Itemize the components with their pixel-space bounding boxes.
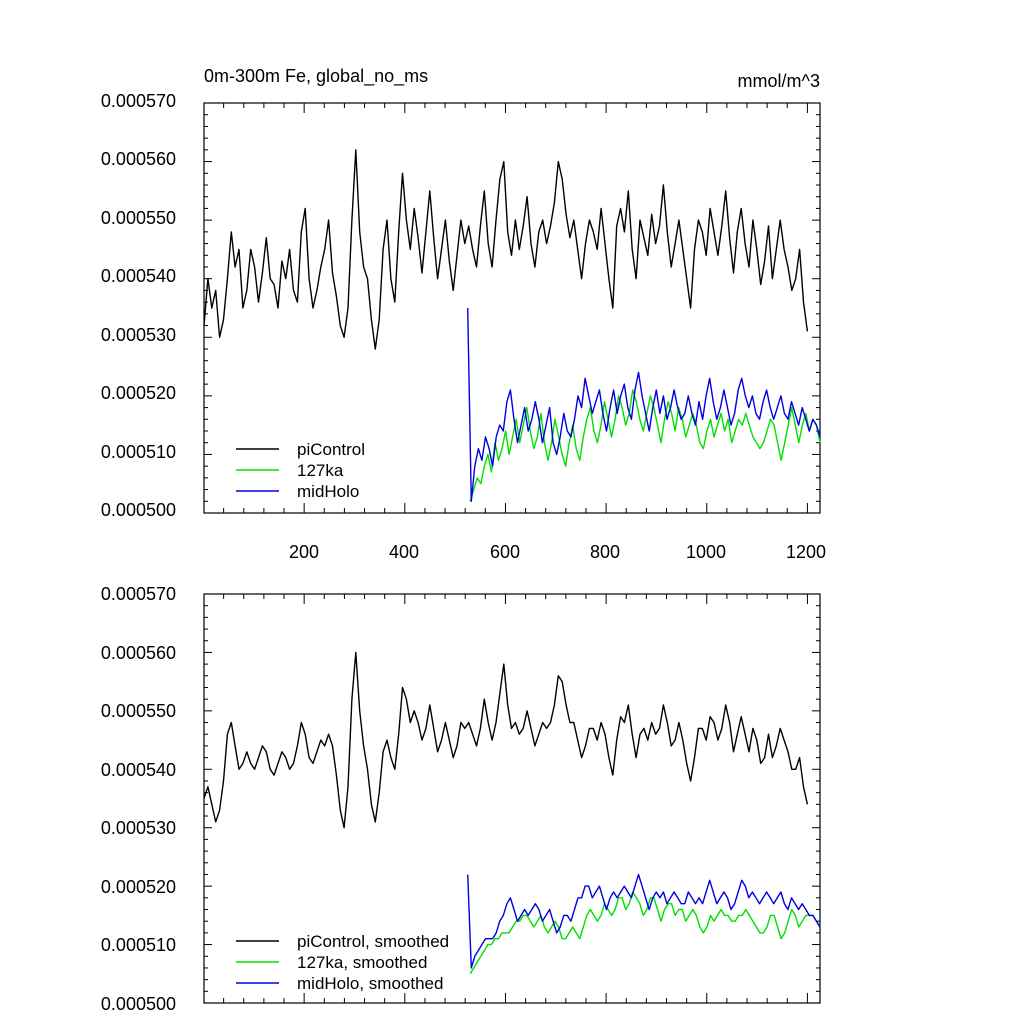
series-line-midholo [467,307,821,502]
y-tick-label: 0.000540 [101,760,176,780]
series-line-127ka-smoothed [469,891,821,975]
x-tick-label: 1000 [686,542,726,562]
x-tick-labels: 200 400 600 800 1000 1200 [289,542,826,562]
series-line-picontrol [203,149,809,350]
series-line-127ka [469,389,821,502]
x-tick-label: 200 [289,542,319,562]
y-tick-label: 0.000550 [101,701,176,721]
legend-label: 127ka, smoothed [297,953,427,972]
y-tick-labels: 0.000500 0.000510 0.000520 0.000530 0.00… [101,91,176,520]
series-lines [203,651,821,975]
y-tick-label: 0.000520 [101,383,176,403]
y-tick-label: 0.000510 [101,442,176,462]
x-tick-label: 400 [389,542,419,562]
legend-label: piControl, smoothed [297,932,449,951]
chart-title: 0m-300m Fe, global_no_ms [204,66,428,87]
ticks [204,102,820,514]
y-tick-label: 0.000500 [101,994,176,1014]
y-tick-label: 0.000560 [101,149,176,169]
series-line-picontrol-smoothed [203,651,809,829]
y-tick-label: 0.000570 [101,584,176,604]
y-tick-labels: 0.000500 0.000510 0.000520 0.000530 0.00… [101,584,176,1014]
legend-label: 127ka [297,461,344,480]
y-tick-label: 0.000560 [101,643,176,663]
legend-label: piControl [297,440,365,459]
legend: piControl, smoothed 127ka, smoothed midH… [236,932,449,993]
y-tick-label: 0.000520 [101,877,176,897]
plot-frame [203,102,821,514]
bottom-panel: 0.000500 0.000510 0.000520 0.000530 0.00… [101,584,821,1014]
y-tick-label: 0.000540 [101,266,176,286]
units-label: mmol/m^3 [738,71,820,91]
series-line-midholo-smoothed [467,873,821,969]
y-tick-label: 0.000550 [101,208,176,228]
x-tick-label: 800 [590,542,620,562]
legend: piControl 127ka midHolo [236,440,365,501]
series-lines [203,149,821,502]
y-tick-label: 0.000570 [101,91,176,111]
y-tick-label: 0.000530 [101,818,176,838]
x-tick-label: 1200 [786,542,826,562]
y-tick-label: 0.000510 [101,935,176,955]
x-tick-label: 600 [490,542,520,562]
legend-label: midHolo, smoothed [297,974,443,993]
top-panel: 0m-300m Fe, global_no_ms mmol/m^3 0.0005… [101,66,826,562]
y-tick-label: 0.000500 [101,500,176,520]
y-tick-label: 0.000530 [101,325,176,345]
ticks [204,593,820,1004]
legend-label: midHolo [297,482,359,501]
